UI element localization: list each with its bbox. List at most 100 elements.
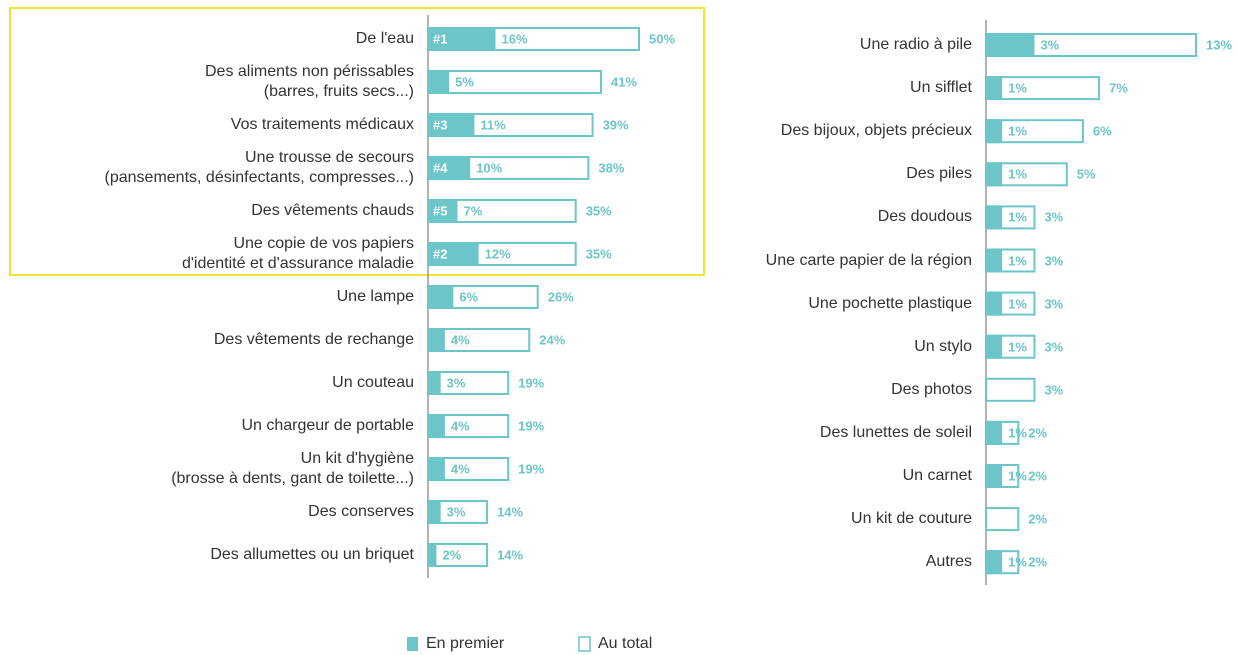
value-label: 10% [476, 160, 503, 176]
category-label: Des vêtements de rechange [213, 331, 414, 348]
bar-first [428, 70, 450, 94]
category-label: Une lampe [336, 288, 414, 305]
category-label: Des aliments non périssables (barres, fr… [205, 63, 414, 100]
category-label: Un chargeur de portable [241, 417, 414, 434]
category-label: Des lunettes de soleil [819, 423, 972, 441]
bar-first [986, 464, 1003, 488]
category-label: Une carte papier de la région [765, 251, 972, 269]
value-label: 5% [455, 74, 474, 90]
value-label: 7% [463, 203, 483, 219]
value-label: 3% [1044, 209, 1064, 225]
value-label: 3% [1044, 382, 1064, 398]
value-label: 3% [1044, 339, 1064, 355]
category-label: Des allumettes ou un briquet [210, 546, 414, 563]
bar-first [428, 199, 458, 223]
category-label: Une copie de vos papiers d'identité et d… [181, 235, 414, 272]
value-label: 13% [1206, 37, 1233, 53]
rank-label: #3 [433, 117, 448, 133]
value-label: 39% [602, 117, 629, 133]
rank-label: #2 [433, 246, 448, 262]
value-label: 14% [497, 547, 524, 563]
value-label: 1% [1008, 339, 1027, 355]
bar-first [986, 291, 1003, 316]
bar-total [985, 76, 1101, 101]
bar-first [428, 156, 471, 180]
bar-first [428, 285, 454, 309]
legend-label: En premier [426, 635, 505, 652]
rank-label: #5 [433, 203, 448, 219]
bar-first [428, 543, 437, 567]
value-label: 19% [518, 418, 545, 434]
category-label: Un kit de couture [851, 510, 972, 528]
value-label: 38% [598, 160, 625, 176]
bar-first [986, 205, 1003, 230]
legend-swatch [407, 637, 418, 651]
bar-first [428, 414, 445, 438]
category-label: Un couteau [332, 374, 414, 391]
category-label: De l'eau [355, 30, 414, 47]
value-label: 2% [1028, 554, 1048, 570]
value-label: 24% [539, 332, 566, 348]
value-label: 2% [1028, 511, 1048, 527]
bar-first [428, 113, 475, 137]
category-label: Une trousse de secours (pansements, dési… [104, 149, 414, 186]
category-label: Un kit d'hygiène (brosse à dents, gant d… [171, 450, 414, 487]
bar-first [986, 550, 1003, 575]
category-label: Des photos [891, 380, 972, 398]
value-label: 12% [484, 246, 511, 262]
legend-swatch [578, 636, 591, 652]
value-label: 35% [585, 246, 612, 262]
value-label: 35% [585, 203, 612, 219]
value-label: 1% [1008, 253, 1027, 268]
value-label: 19% [518, 461, 545, 477]
value-label: 3% [446, 375, 466, 391]
value-label: 14% [497, 504, 524, 520]
category-label: Une pochette plastique [808, 294, 972, 312]
category-label: Un sifflet [910, 79, 972, 97]
value-label: 19% [518, 375, 545, 391]
category-label: Des bijoux, objets précieux [780, 122, 972, 140]
value-label: 1% [1008, 554, 1027, 570]
bar-first [986, 33, 1035, 57]
value-label: 6% [1092, 123, 1112, 139]
value-label: 50% [649, 31, 676, 47]
value-label: 3% [1044, 253, 1064, 268]
category-label: Des piles [906, 165, 972, 183]
bar-first [986, 334, 1003, 359]
bar-first [428, 242, 479, 266]
bar-first [428, 457, 445, 481]
bar-first [986, 76, 1003, 101]
value-label: 16% [501, 31, 528, 47]
rank-label: #1 [433, 31, 448, 47]
value-label: 41% [611, 74, 638, 90]
value-label: 26% [547, 289, 574, 305]
value-label: 1% [1008, 296, 1027, 312]
bar-total [427, 70, 603, 94]
category-label: Vos traitements médicaux [230, 116, 414, 133]
value-label: 1% [1008, 209, 1027, 225]
value-label: 4% [450, 418, 470, 434]
category-label: Des vêtements chauds [251, 202, 414, 219]
value-label: 1% [1008, 425, 1027, 441]
value-label: 4% [450, 461, 470, 477]
value-label: 3% [1044, 296, 1064, 312]
category-label: Une radio à pile [859, 36, 972, 53]
bar-first [428, 27, 496, 51]
value-label: 4% [450, 332, 470, 348]
value-label: 3% [446, 504, 466, 520]
category-label: Des doudous [877, 208, 972, 226]
value-label: 6% [459, 289, 479, 305]
rank-label: #4 [433, 160, 448, 176]
category-label: Autres [925, 553, 972, 571]
bar-first [986, 248, 1003, 273]
category-label: Des conserves [308, 503, 414, 520]
bar-first [428, 500, 441, 524]
value-label: 1% [1008, 468, 1027, 484]
bar-first [986, 420, 1003, 445]
value-label: 1% [1008, 80, 1027, 96]
value-label: 1% [1008, 166, 1027, 182]
value-label: 3% [1040, 37, 1060, 53]
category-label: Un stylo [914, 337, 972, 355]
bar-total [985, 377, 1036, 402]
value-label: 2% [442, 547, 462, 563]
